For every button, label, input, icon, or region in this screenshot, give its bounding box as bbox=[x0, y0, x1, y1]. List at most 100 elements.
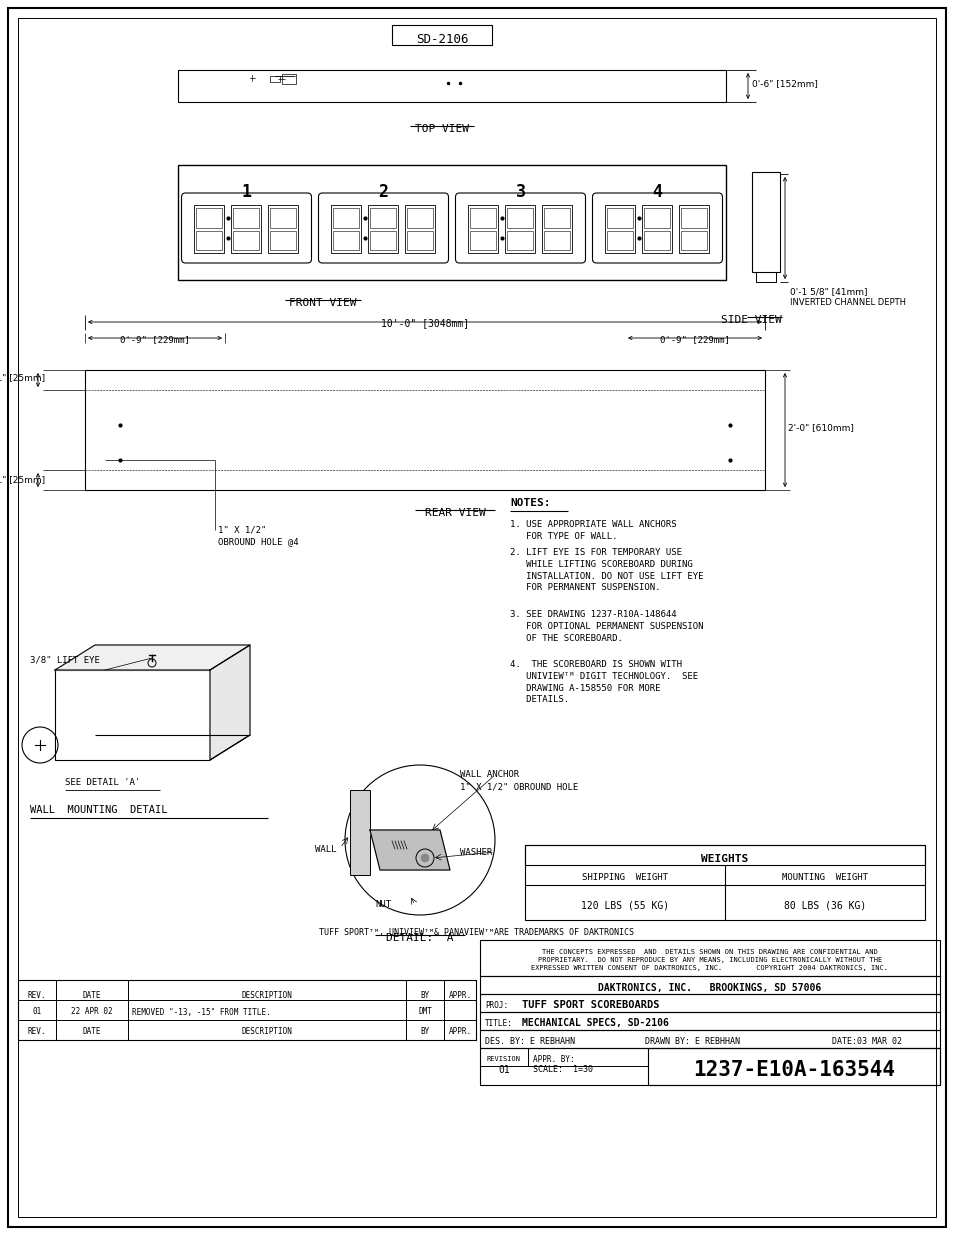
Bar bbox=[370, 231, 396, 249]
Text: 1: 1 bbox=[241, 183, 252, 201]
Bar bbox=[406, 981, 443, 1000]
Bar bbox=[479, 1049, 939, 1086]
Text: 3: 3 bbox=[515, 183, 525, 201]
Bar bbox=[647, 1049, 939, 1086]
Bar bbox=[392, 25, 492, 44]
Text: NOTES:: NOTES: bbox=[510, 498, 550, 508]
Bar bbox=[505, 205, 535, 253]
Text: BY: BY bbox=[420, 990, 429, 999]
Bar bbox=[507, 231, 533, 249]
Bar bbox=[56, 981, 128, 1000]
Bar bbox=[407, 207, 433, 228]
Text: WALL ANCHOR: WALL ANCHOR bbox=[459, 769, 518, 779]
Text: REVISION: REVISION bbox=[486, 1056, 520, 1062]
Text: DATE: DATE bbox=[83, 1028, 101, 1036]
Bar bbox=[334, 207, 359, 228]
Text: DMT: DMT bbox=[417, 1008, 432, 1016]
Text: SEE DETAIL 'A': SEE DETAIL 'A' bbox=[65, 778, 140, 787]
Bar bbox=[128, 981, 406, 1000]
Bar bbox=[334, 231, 359, 249]
Text: 1" X 1/2"
OBROUND HOLE @4: 1" X 1/2" OBROUND HOLE @4 bbox=[218, 525, 298, 546]
Bar bbox=[479, 1011, 939, 1030]
Bar bbox=[443, 1020, 476, 1040]
Text: 80 LBS (36 KG): 80 LBS (36 KG) bbox=[783, 900, 865, 910]
Text: DETAIL:  A: DETAIL: A bbox=[386, 932, 454, 944]
Text: WALL  MOUNTING  DETAIL: WALL MOUNTING DETAIL bbox=[30, 805, 168, 815]
Bar bbox=[407, 231, 433, 249]
Bar bbox=[479, 976, 939, 994]
Text: 4.  THE SCOREBOARD IS SHOWN WITH
   UNIVIEWᵀᴹ DIGIT TECHNOLOGY.  SEE
   DRAWING : 4. THE SCOREBOARD IS SHOWN WITH UNIVIEWᵀ… bbox=[510, 659, 698, 704]
Bar bbox=[232, 205, 261, 253]
Text: TUFF SPORT SCOREBOARDS: TUFF SPORT SCOREBOARDS bbox=[521, 1000, 659, 1010]
Bar bbox=[544, 207, 570, 228]
Bar bbox=[544, 231, 570, 249]
Text: TOP VIEW: TOP VIEW bbox=[415, 124, 469, 135]
Text: 22 APR 02: 22 APR 02 bbox=[71, 1008, 112, 1016]
Bar bbox=[680, 207, 707, 228]
Bar bbox=[527, 1049, 647, 1066]
Text: DATE: DATE bbox=[83, 990, 101, 999]
Bar bbox=[268, 205, 298, 253]
Bar bbox=[128, 1000, 406, 1020]
Bar bbox=[18, 1000, 56, 1020]
Bar bbox=[368, 205, 398, 253]
Text: DESCRIPTION: DESCRIPTION bbox=[241, 1028, 293, 1036]
Polygon shape bbox=[55, 645, 250, 671]
Bar bbox=[406, 1000, 443, 1020]
Text: SD-2106: SD-2106 bbox=[416, 32, 468, 46]
Bar bbox=[55, 671, 210, 760]
Text: 0'-9" [229mm]: 0'-9" [229mm] bbox=[120, 335, 190, 345]
Text: SIDE VIEW: SIDE VIEW bbox=[720, 315, 781, 325]
Bar bbox=[751, 172, 780, 272]
Bar bbox=[524, 845, 924, 920]
Text: APPR. BY:: APPR. BY: bbox=[533, 1055, 574, 1063]
Text: 01: 01 bbox=[32, 1008, 42, 1016]
Text: 1" X 1/2" OBROUND HOLE: 1" X 1/2" OBROUND HOLE bbox=[459, 782, 578, 790]
Text: 0'-9" [229mm]: 0'-9" [229mm] bbox=[659, 335, 729, 345]
Text: 2: 2 bbox=[378, 183, 388, 201]
Text: REMOVED "-13, -15" FROM TITLE.: REMOVED "-13, -15" FROM TITLE. bbox=[132, 1008, 271, 1016]
Bar bbox=[196, 207, 222, 228]
Text: 10'-0" [3048mm]: 10'-0" [3048mm] bbox=[380, 317, 469, 329]
Bar bbox=[18, 1020, 56, 1040]
Text: 0'-1" [25mm]: 0'-1" [25mm] bbox=[0, 475, 45, 484]
Bar bbox=[542, 205, 572, 253]
Text: REV.: REV. bbox=[28, 990, 46, 999]
Bar bbox=[644, 207, 670, 228]
Text: WEIGHTS: WEIGHTS bbox=[700, 853, 748, 864]
Bar bbox=[178, 165, 725, 280]
Bar bbox=[468, 205, 498, 253]
Bar bbox=[507, 207, 533, 228]
Text: DES. BY: E REBHAHN: DES. BY: E REBHAHN bbox=[484, 1036, 575, 1046]
Text: SHIPPING  WEIGHT: SHIPPING WEIGHT bbox=[581, 872, 667, 882]
Text: 3. SEE DRAWING 1237-R10A-148644
   FOR OPTIONAL PERMANENT SUSPENSION
   OF THE S: 3. SEE DRAWING 1237-R10A-148644 FOR OPTI… bbox=[510, 610, 702, 642]
Text: REAR VIEW: REAR VIEW bbox=[424, 508, 485, 517]
Bar bbox=[194, 205, 224, 253]
Bar bbox=[18, 981, 476, 1040]
Bar bbox=[18, 981, 56, 1000]
Bar bbox=[178, 70, 725, 103]
Circle shape bbox=[420, 853, 429, 862]
Bar bbox=[605, 205, 635, 253]
Text: NUT: NUT bbox=[375, 900, 391, 909]
Text: BY: BY bbox=[420, 1028, 429, 1036]
Text: APPR.: APPR. bbox=[448, 990, 471, 999]
Text: 01: 01 bbox=[497, 1065, 509, 1074]
Bar bbox=[56, 1000, 128, 1020]
Polygon shape bbox=[370, 830, 450, 869]
Bar bbox=[479, 994, 939, 1011]
Text: TUFF SPORTᵀᴹ, UNIVIEWᵀᴹ& PANAVIEWᵀᴹARE TRADEMARKS OF DAKTRONICS: TUFF SPORTᵀᴹ, UNIVIEWᵀᴹ& PANAVIEWᵀᴹARE T… bbox=[319, 927, 634, 937]
Bar bbox=[128, 1020, 406, 1040]
Text: FRONT VIEW: FRONT VIEW bbox=[289, 298, 356, 308]
Bar bbox=[350, 790, 370, 876]
Bar bbox=[56, 1020, 128, 1040]
Bar bbox=[755, 272, 775, 282]
Text: 0'-1 5/8" [41mm]: 0'-1 5/8" [41mm] bbox=[789, 287, 866, 296]
Text: THE CONCEPTS EXPRESSED  AND  DETAILS SHOWN ON THIS DRAWING ARE CONFIDENTIAL AND
: THE CONCEPTS EXPRESSED AND DETAILS SHOWN… bbox=[531, 948, 887, 971]
Bar bbox=[270, 77, 280, 82]
Bar bbox=[479, 1030, 939, 1049]
Text: MOUNTING  WEIGHT: MOUNTING WEIGHT bbox=[781, 872, 867, 882]
Polygon shape bbox=[210, 645, 250, 760]
Text: WALL: WALL bbox=[314, 845, 336, 853]
Text: 0'-1" [25mm]: 0'-1" [25mm] bbox=[0, 373, 45, 383]
